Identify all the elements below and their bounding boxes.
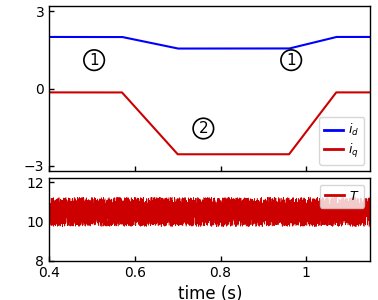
Text: 2: 2	[198, 121, 208, 136]
Legend: $i_d$, $i_q$: $i_d$, $i_q$	[319, 117, 364, 165]
Text: 1: 1	[287, 53, 296, 68]
X-axis label: time (s): time (s)	[178, 285, 242, 300]
Legend: $T$: $T$	[320, 185, 364, 208]
Text: 1: 1	[89, 53, 99, 68]
